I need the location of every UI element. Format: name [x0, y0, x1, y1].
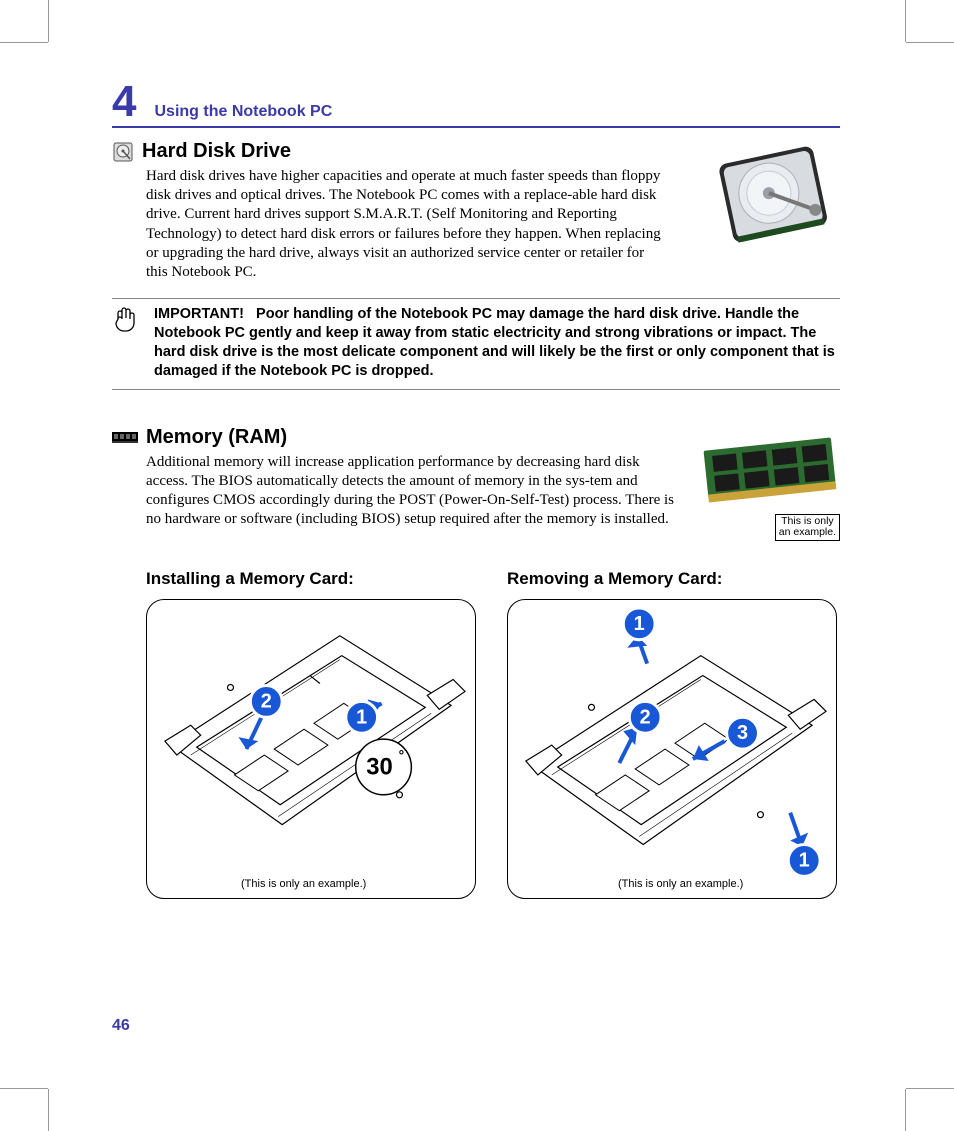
- remove-step-1-bottom-badge: 1: [788, 845, 820, 877]
- memory-card-diagrams: Installing a Memory Card:: [146, 569, 840, 899]
- remove-step-2-badge: 2: [629, 702, 661, 734]
- remove-caption: (This is only an example.): [618, 878, 743, 890]
- hdd-heading: Hard Disk Drive: [142, 140, 291, 163]
- ram-heading: Memory (RAM): [146, 426, 287, 449]
- stop-hand-icon: [112, 305, 138, 335]
- remove-diagram: 1 1: [507, 599, 837, 899]
- remove-column: Removing a Memory Card:: [507, 569, 840, 899]
- svg-text:°: °: [399, 747, 405, 763]
- ram-module-photo: [700, 430, 840, 512]
- ram-example-note: This is only an example.: [775, 514, 840, 541]
- ram-example-note-l1: This is only: [781, 515, 834, 527]
- svg-text:1: 1: [356, 707, 367, 729]
- hard-disk-icon: [112, 141, 134, 163]
- install-caption: (This is only an example.): [241, 878, 366, 890]
- remove-step-3-badge: 3: [727, 718, 759, 750]
- install-title: Installing a Memory Card:: [146, 569, 479, 589]
- remove-step-1-top-badge: 1: [623, 608, 655, 640]
- svg-text:2: 2: [640, 707, 651, 729]
- install-step-2-badge: 2: [250, 686, 282, 718]
- hdd-body: Hard disk drives have higher capacities …: [146, 167, 666, 282]
- install-step-1-badge: 1: [346, 702, 378, 734]
- chapter-header: 4 Using the Notebook PC: [112, 80, 840, 128]
- svg-text:2: 2: [261, 691, 272, 713]
- install-diagram: 2 1 30 ° (This i: [146, 599, 476, 899]
- chapter-title: Using the Notebook PC: [154, 103, 332, 121]
- ram-icon: [112, 430, 138, 444]
- ram-example-note-l2: an example.: [779, 526, 836, 538]
- hdd-section: Hard Disk Drive Hard disk drives have hi…: [112, 140, 840, 282]
- important-text: Poor handling of the Notebook PC may dam…: [154, 306, 835, 379]
- important-note: IMPORTANT! Poor handling of the Notebook…: [112, 298, 840, 389]
- chapter-number: 4: [112, 80, 136, 124]
- svg-text:3: 3: [737, 722, 748, 744]
- install-column: Installing a Memory Card:: [146, 569, 479, 899]
- ram-body: Additional memory will increase applicat…: [146, 453, 676, 530]
- install-angle-badge: 30 °: [356, 739, 412, 795]
- hard-disk-photo: [710, 140, 840, 250]
- page-number: 46: [112, 1017, 130, 1035]
- important-label: IMPORTANT!: [154, 306, 244, 322]
- svg-text:1: 1: [799, 850, 810, 872]
- remove-arrow-1b: [790, 813, 808, 847]
- ram-section: Memory (RAM) Additional memory will incr…: [112, 426, 840, 530]
- svg-text:1: 1: [634, 613, 645, 635]
- svg-text:30: 30: [366, 754, 393, 781]
- remove-title: Removing a Memory Card:: [507, 569, 840, 589]
